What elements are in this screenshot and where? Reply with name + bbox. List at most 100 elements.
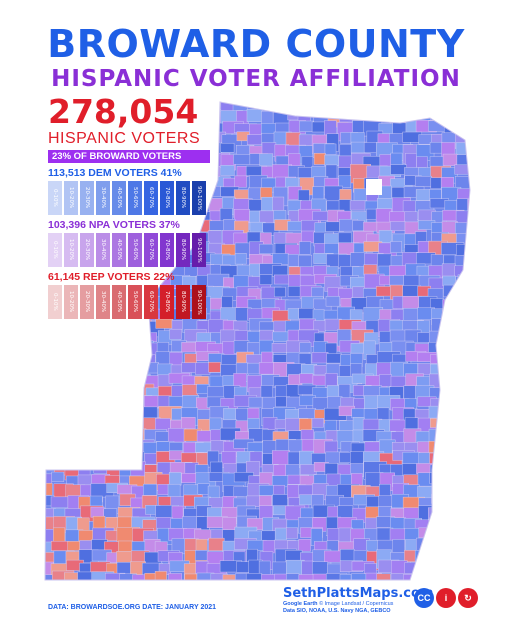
precinct-tile [247, 584, 258, 597]
precinct-tile [182, 584, 198, 594]
precinct-tile [442, 408, 464, 426]
precinct-tile [428, 441, 451, 455]
dem-swatch: 80-90% [176, 181, 190, 215]
rep-swatch: 30-40% [96, 285, 110, 319]
precinct-tile [53, 374, 71, 387]
precinct-tile [52, 362, 69, 374]
precinct-tile [467, 275, 470, 289]
precinct-tile [45, 430, 56, 447]
precinct-tile [468, 451, 470, 464]
precinct-tile [403, 507, 419, 520]
precinct-tile [325, 296, 340, 307]
precinct-tile [390, 573, 412, 580]
precinct-tile [52, 329, 68, 347]
precinct-tile [77, 442, 101, 460]
precinct-tile [324, 419, 337, 432]
precinct-tile [195, 560, 209, 574]
precinct-tile [469, 495, 470, 507]
rep-swatch: 40-50% [112, 285, 126, 319]
precinct-tile [442, 102, 465, 117]
precinct-tile [467, 230, 470, 245]
precinct-tile [220, 142, 235, 153]
precinct-tile [299, 342, 312, 353]
precinct-tile [210, 573, 228, 580]
precinct-tile [116, 376, 132, 394]
precinct-tile [299, 373, 314, 384]
dem-swatch: 10-20% [64, 181, 78, 215]
precinct-tile [453, 441, 470, 453]
precinct-tile [90, 340, 108, 358]
precinct-tile [223, 585, 234, 599]
precinct-tile [77, 365, 90, 378]
precinct-tile [415, 562, 435, 577]
precinct-tile [261, 110, 274, 125]
precinct-tile [93, 374, 114, 390]
precinct-tile [454, 430, 470, 444]
dem-swatches: 0-10% 10-20% 20-30% 30-40% 40-50% 50-60%… [48, 181, 210, 215]
precinct-tile [431, 493, 452, 504]
precinct-tile [324, 154, 340, 167]
precinct-tile [67, 329, 83, 341]
precinct-tile [469, 384, 470, 400]
precinct-tile [145, 585, 157, 595]
precinct-tile [470, 398, 487, 410]
precinct-tile [66, 354, 80, 366]
precinct-tile [431, 485, 448, 496]
precinct-tile [92, 428, 112, 444]
precinct-tile [67, 364, 87, 375]
precinct-tile [454, 110, 470, 121]
npa-swatch: 60-70% [144, 233, 158, 267]
precinct-tile [130, 461, 146, 478]
precinct-tile [262, 102, 275, 110]
precinct-tile [299, 464, 317, 475]
precinct-tile [471, 571, 492, 587]
precinct-tile [104, 451, 125, 466]
precinct-tile [92, 419, 112, 438]
precinct-tile [444, 461, 461, 478]
precinct-tile [326, 353, 342, 364]
precinct-tile [457, 462, 470, 478]
precinct-tile [428, 528, 447, 546]
dem-swatch: 60-70% [144, 181, 158, 215]
precinct-tile [429, 418, 450, 428]
precinct-tile [441, 308, 460, 319]
precinct-tile [340, 549, 355, 562]
precinct-tile [453, 352, 470, 370]
voter-share-badge: 23% OF BROWARD VOTERS [48, 150, 210, 163]
precinct-tile [467, 549, 470, 569]
precinct-tile [326, 573, 348, 580]
precinct-tile [339, 574, 352, 580]
precinct-tile [259, 243, 274, 255]
rep-swatches: 0-10% 10-20% 20-30% 30-40% 40-50% 50-60%… [48, 285, 210, 319]
precinct-tile [196, 384, 210, 394]
precinct-tile [50, 540, 69, 551]
precinct-tile [440, 527, 454, 542]
precinct-tile [235, 573, 255, 580]
precinct-tile [430, 363, 453, 375]
precinct-tile [272, 253, 289, 265]
precinct-tile [428, 519, 447, 535]
precinct-tile [208, 537, 225, 551]
precinct-tile [455, 288, 469, 303]
precinct-tile [467, 331, 470, 347]
precinct-tile [105, 395, 118, 407]
rep-swatch: 90-100% [192, 285, 206, 319]
map-subtitle: HISPANIC VOTER AFFILIATION [51, 66, 461, 92]
precinct-tile [454, 539, 470, 552]
precinct-tile [78, 342, 96, 362]
precinct-tile [52, 396, 75, 413]
dem-swatch: 90-100% [192, 181, 206, 215]
precinct-tile [363, 142, 378, 153]
precinct-tile [51, 450, 67, 470]
precinct-tile [468, 408, 470, 421]
precinct-tile [104, 583, 117, 599]
precinct-tile [66, 420, 80, 431]
precinct-tile [454, 265, 470, 277]
precinct-tile [363, 102, 376, 115]
attribution-icon: i [436, 588, 456, 608]
precinct-tile [298, 102, 316, 109]
precinct-tile [418, 452, 439, 466]
precinct-tile [442, 275, 456, 287]
precinct-tile [455, 484, 470, 495]
site-link[interactable]: SethPlattsMaps.com [283, 586, 434, 601]
